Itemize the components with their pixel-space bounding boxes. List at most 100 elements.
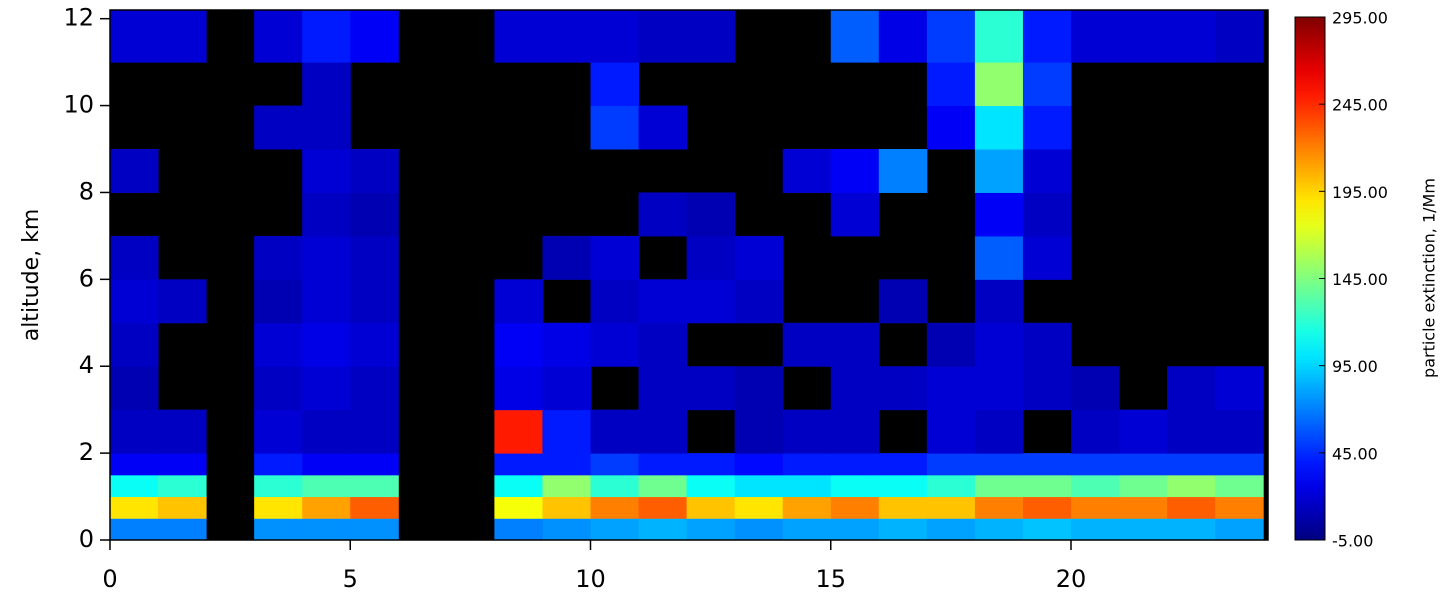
heatmap-cell <box>590 518 640 541</box>
heatmap-cell <box>734 409 784 454</box>
heatmap-cell <box>1119 409 1168 454</box>
heatmap-cell <box>1119 453 1168 476</box>
heatmap-cell <box>350 518 399 541</box>
heatmap-cell <box>1070 453 1120 476</box>
heatmap-cell <box>254 235 303 280</box>
heatmap-cell <box>974 496 1024 519</box>
heatmap-cell <box>926 322 976 367</box>
heatmap-cell <box>638 453 688 476</box>
heatmap-cell <box>782 149 832 193</box>
heatmap-cell <box>974 149 1024 193</box>
heatmap-cell <box>1022 235 1072 280</box>
heatmap-cell <box>542 366 591 411</box>
heatmap-cell <box>494 474 543 498</box>
heatmap-cell <box>1167 496 1216 519</box>
x-tick-label: 5 <box>343 565 358 593</box>
heatmap-cell <box>590 453 640 476</box>
heatmap-cell <box>830 518 880 541</box>
heatmap-cell <box>1167 366 1216 411</box>
heatmap-cell <box>974 322 1024 367</box>
heatmap-cell <box>878 149 928 193</box>
heatmap-cell <box>590 409 640 454</box>
heatmap-cell <box>158 10 207 63</box>
y-tick-label: 4 <box>79 351 94 379</box>
colorbar-tick-label: 145.00 <box>1332 270 1388 289</box>
heatmap-cell <box>350 366 399 411</box>
heatmap-cell <box>494 453 543 476</box>
heatmap-cell <box>734 235 784 280</box>
heatmap-cell <box>686 235 736 280</box>
x-tick-label: 20 <box>1056 565 1087 593</box>
heatmap-cell <box>110 409 159 454</box>
heatmap-cell <box>110 322 159 367</box>
heatmap-cell <box>974 10 1024 63</box>
heatmap-cell <box>302 474 351 498</box>
heatmap-cell <box>254 496 303 519</box>
heatmap-cell <box>1022 322 1072 367</box>
heatmap-cell <box>302 409 351 454</box>
colorbar-label: particle extinction, 1/Mm <box>1420 178 1439 378</box>
heatmap-cell <box>590 235 640 280</box>
heatmap-cell <box>686 192 736 237</box>
heatmap-cell <box>974 62 1024 107</box>
heatmap-cell <box>638 366 688 411</box>
heatmap-cell <box>590 496 640 519</box>
heatmap-cell <box>1119 10 1168 63</box>
heatmap-cell <box>638 10 688 63</box>
heatmap-cell <box>638 192 688 237</box>
heatmap-cell <box>302 496 351 519</box>
heatmap-cell <box>830 149 880 193</box>
heatmap-cell <box>254 279 303 324</box>
heatmap-cell <box>686 453 736 476</box>
heatmap-cell <box>110 366 159 411</box>
heatmap-cell <box>1022 192 1072 237</box>
colorbar-tick-label: 295.00 <box>1332 9 1388 28</box>
heatmap-cell <box>350 409 399 454</box>
heatmap-cell <box>830 322 880 367</box>
heatmap-cell <box>302 62 351 107</box>
heatmap-cell <box>1022 366 1072 411</box>
heatmap-cell <box>494 10 543 63</box>
y-tick-label: 0 <box>79 525 94 553</box>
heatmap-cell <box>1167 10 1216 63</box>
heatmap-cell <box>302 279 351 324</box>
heatmap-cell <box>254 518 303 541</box>
y-tick-label: 12 <box>63 4 94 32</box>
heatmap-cell <box>542 518 591 541</box>
heatmap-cell <box>734 496 784 519</box>
heatmap-cell <box>1215 453 1264 476</box>
plot-frame <box>109 9 1269 541</box>
heatmap-cell <box>878 10 928 63</box>
heatmap-cell <box>734 453 784 476</box>
heatmap-cell <box>254 105 303 150</box>
heatmap-cell <box>302 366 351 411</box>
heatmap-cell <box>110 518 159 541</box>
heatmap-cell <box>878 496 928 519</box>
heatmap-cell <box>830 366 880 411</box>
y-tick-label: 2 <box>79 438 94 466</box>
heatmap-cell <box>782 474 832 498</box>
heatmap-cell <box>158 518 207 541</box>
heatmap-cell <box>782 322 832 367</box>
heatmap-cell <box>302 453 351 476</box>
heatmap-cell <box>926 62 976 107</box>
heatmap-cell <box>686 474 736 498</box>
heatmap-cell <box>782 453 832 476</box>
x-tick-label: 10 <box>575 565 606 593</box>
heatmap-cell <box>1022 62 1072 107</box>
heatmap-cell <box>302 105 351 150</box>
heatmap-cell <box>1070 366 1120 411</box>
heatmap-cell <box>494 279 543 324</box>
y-tick-label: 10 <box>63 91 94 119</box>
heatmap-cell <box>1022 474 1072 498</box>
heatmap-cell <box>1022 496 1072 519</box>
heatmap-cell <box>1215 496 1264 519</box>
heatmap-cell <box>974 235 1024 280</box>
heatmap-cell <box>734 474 784 498</box>
heatmap-cell <box>686 518 736 541</box>
heatmap-cell <box>590 10 640 63</box>
heatmap-cell <box>878 366 928 411</box>
heatmap-cell <box>734 366 784 411</box>
heatmap-cell <box>1167 409 1216 454</box>
y-tick-label: 8 <box>79 177 94 205</box>
